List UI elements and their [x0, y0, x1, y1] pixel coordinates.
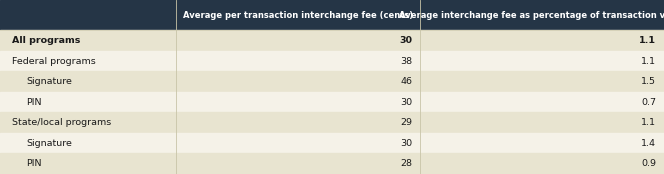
Text: 1.1: 1.1	[641, 57, 656, 66]
Text: 0.9: 0.9	[641, 159, 656, 168]
Text: Signature: Signature	[27, 77, 72, 86]
Text: 1.4: 1.4	[641, 139, 656, 148]
Bar	[0, 30, 664, 51]
Text: 1.1: 1.1	[641, 118, 656, 127]
Text: State/local programs: State/local programs	[12, 118, 111, 127]
Bar	[0, 112, 664, 133]
Text: 1.1: 1.1	[639, 36, 656, 45]
Bar	[0, 153, 664, 174]
Text: Average per transaction interchange fee (cents): Average per transaction interchange fee …	[183, 11, 413, 20]
Text: All programs: All programs	[12, 36, 80, 45]
Text: PIN: PIN	[27, 98, 42, 107]
Bar	[0, 72, 664, 92]
Text: PIN: PIN	[27, 159, 42, 168]
Bar	[0, 92, 664, 112]
Text: 0.7: 0.7	[641, 98, 656, 107]
Bar	[0, 51, 664, 72]
Text: 30: 30	[400, 98, 412, 107]
Text: 28: 28	[400, 159, 412, 168]
Text: 30: 30	[400, 139, 412, 148]
Bar	[0, 0, 664, 30]
Text: 38: 38	[400, 57, 412, 66]
Text: Federal programs: Federal programs	[12, 57, 96, 66]
Text: 30: 30	[399, 36, 412, 45]
Text: 46: 46	[400, 77, 412, 86]
Text: Average interchange fee as percentage of transaction value: Average interchange fee as percentage of…	[399, 11, 664, 20]
Text: Signature: Signature	[27, 139, 72, 148]
Text: 29: 29	[400, 118, 412, 127]
Text: 1.5: 1.5	[641, 77, 656, 86]
Bar	[0, 133, 664, 153]
